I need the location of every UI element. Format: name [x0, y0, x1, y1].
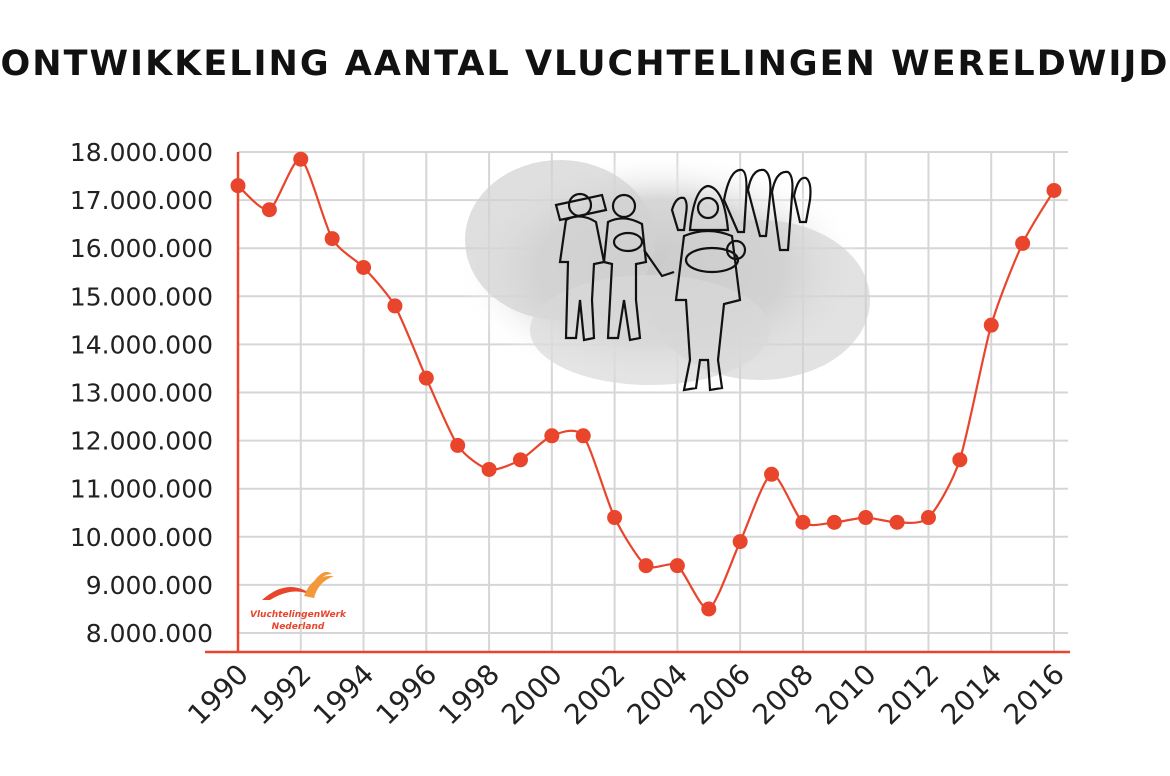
- x-tick-label: 2000: [495, 658, 569, 732]
- data-point-1999: [512, 452, 528, 468]
- y-axis-ticks: 8.000.000 9.000.000 10.000.000 11.000.000 12…: [70, 138, 213, 648]
- y-tick-label: 17.000.000: [70, 186, 213, 215]
- y-tick-label: 15.000.000: [70, 282, 213, 311]
- y-tick-label: 9.000.000: [86, 571, 213, 600]
- logo-mark-red: [262, 586, 316, 600]
- data-point-1993: [324, 231, 340, 247]
- y-tick-label: 8.000.000: [86, 619, 213, 648]
- data-points: [230, 151, 1062, 617]
- x-tick-label: 2006: [683, 658, 757, 732]
- x-tick-label: 2002: [558, 658, 632, 732]
- data-point-2000: [544, 428, 560, 444]
- y-tick-label: 11.000.000: [70, 475, 213, 504]
- data-point-2008: [795, 514, 811, 530]
- data-point-1992: [293, 151, 309, 167]
- data-point-2012: [920, 510, 936, 526]
- vluchtelingenwerk-logo: VluchtelingenWerk Nederland: [250, 571, 347, 632]
- axes: [205, 152, 1070, 654]
- data-point-1998: [481, 461, 497, 477]
- logo-text-2: Nederland: [272, 622, 325, 632]
- logo-text-1: VluchtelingenWerk: [250, 610, 347, 620]
- x-tick-label: 1998: [432, 658, 506, 732]
- data-point-2009: [826, 514, 842, 530]
- x-tick-label: 2014: [934, 658, 1008, 732]
- refugees-illustration: [455, 152, 870, 392]
- data-point-1997: [450, 437, 466, 453]
- data-point-1990: [230, 178, 246, 194]
- data-point-1996: [418, 370, 434, 386]
- y-tick-label: 18.000.000: [70, 138, 213, 167]
- y-tick-label: 14.000.000: [70, 330, 213, 359]
- x-tick-label: 1996: [370, 658, 444, 732]
- data-point-2002: [607, 510, 623, 526]
- x-tick-label: 2012: [872, 658, 946, 732]
- data-point-1994: [356, 259, 372, 275]
- x-tick-label: 1994: [307, 658, 381, 732]
- y-tick-label: 10.000.000: [70, 523, 213, 552]
- data-point-2016: [1046, 182, 1062, 198]
- data-point-2013: [952, 452, 968, 468]
- y-tick-label: 16.000.000: [70, 234, 213, 263]
- data-point-2015: [1015, 235, 1031, 251]
- y-tick-label: 13.000.000: [70, 379, 213, 408]
- data-point-2014: [983, 317, 999, 333]
- logo-mark-orange: [304, 575, 334, 598]
- data-point-2006: [732, 534, 748, 550]
- data-point-2011: [889, 514, 905, 530]
- x-tick-label: 2008: [746, 658, 820, 732]
- x-axis-ticks: 1990199219941996199820002002200420062008…: [181, 658, 1071, 732]
- x-tick-label: 2010: [809, 658, 883, 732]
- x-tick-label: 2016: [997, 658, 1071, 732]
- chart-title: ONTWIKKELING AANTAL VLUCHTELINGEN WERELD…: [0, 44, 1170, 84]
- data-point-1995: [387, 298, 403, 314]
- data-point-2010: [858, 510, 874, 526]
- x-tick-label: 1990: [181, 658, 255, 732]
- x-tick-label: 1992: [244, 658, 318, 732]
- data-point-1991: [261, 202, 277, 218]
- y-tick-label: 12.000.000: [70, 427, 213, 456]
- data-point-2005: [701, 601, 717, 617]
- data-point-2007: [764, 466, 780, 482]
- x-tick-label: 2004: [621, 658, 695, 732]
- data-point-2003: [638, 558, 654, 574]
- data-point-2004: [669, 558, 685, 574]
- data-point-2001: [575, 428, 591, 444]
